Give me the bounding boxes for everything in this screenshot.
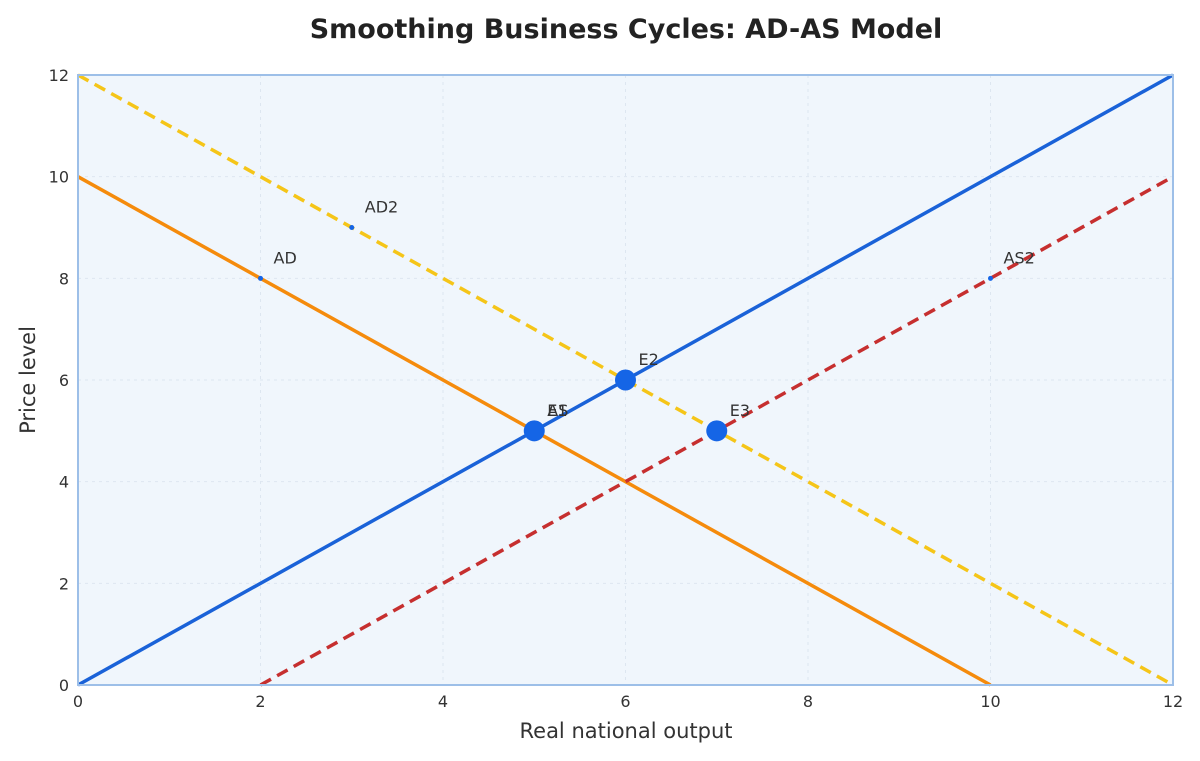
point-e1 (523, 420, 545, 442)
point-e2 (615, 369, 636, 391)
point-label-e3: E3 (730, 401, 750, 420)
x-tick-label-12: 12 (1163, 692, 1183, 711)
point-label-e1: E1 (547, 401, 567, 420)
label-marker-as2 (988, 275, 993, 281)
y-tick-label-6: 6 (59, 371, 69, 390)
y-tick-label-8: 8 (59, 269, 69, 288)
plot-border (77, 74, 1174, 686)
point-e3 (706, 420, 728, 442)
equilibrium-points (523, 369, 728, 442)
x-tick-label-8: 8 (803, 692, 813, 711)
y-axis-ticks: 0 2 4 6 8 10 12 (49, 66, 69, 695)
x-tick-label-4: 4 (438, 692, 448, 711)
series-label-as: AS (547, 401, 568, 420)
x-tick-label-2: 2 (255, 692, 265, 711)
y-tick-label-0: 0 (59, 676, 69, 695)
y-axis-label: Price level (16, 326, 40, 434)
series-label-ad: AD (274, 248, 297, 267)
y-tick-label-12: 12 (49, 66, 69, 85)
label-marker-ad2 (349, 225, 355, 230)
series-label-ad2: AD2 (365, 198, 398, 217)
series-label-as2: AS2 (1004, 248, 1035, 267)
chart-title: Smoothing Business Cycles: AD-AS Model (310, 14, 943, 45)
x-tick-label-6: 6 (620, 692, 630, 711)
y-tick-label-10: 10 (49, 168, 69, 187)
curve-labels: AD AD2 AS AS2 E1 E2 E3 (274, 198, 1035, 420)
x-tick-label-0: 0 (73, 692, 83, 711)
y-tick-label-2: 2 (59, 574, 69, 593)
y-tick-label-4: 4 (59, 473, 69, 492)
x-axis-label: Real national output (520, 719, 733, 743)
point-label-e2: E2 (639, 350, 659, 369)
x-axis-ticks: 0 2 4 6 8 10 12 (73, 692, 1183, 711)
x-tick-label-10: 10 (980, 692, 1000, 711)
label-marker-ad (258, 275, 263, 281)
